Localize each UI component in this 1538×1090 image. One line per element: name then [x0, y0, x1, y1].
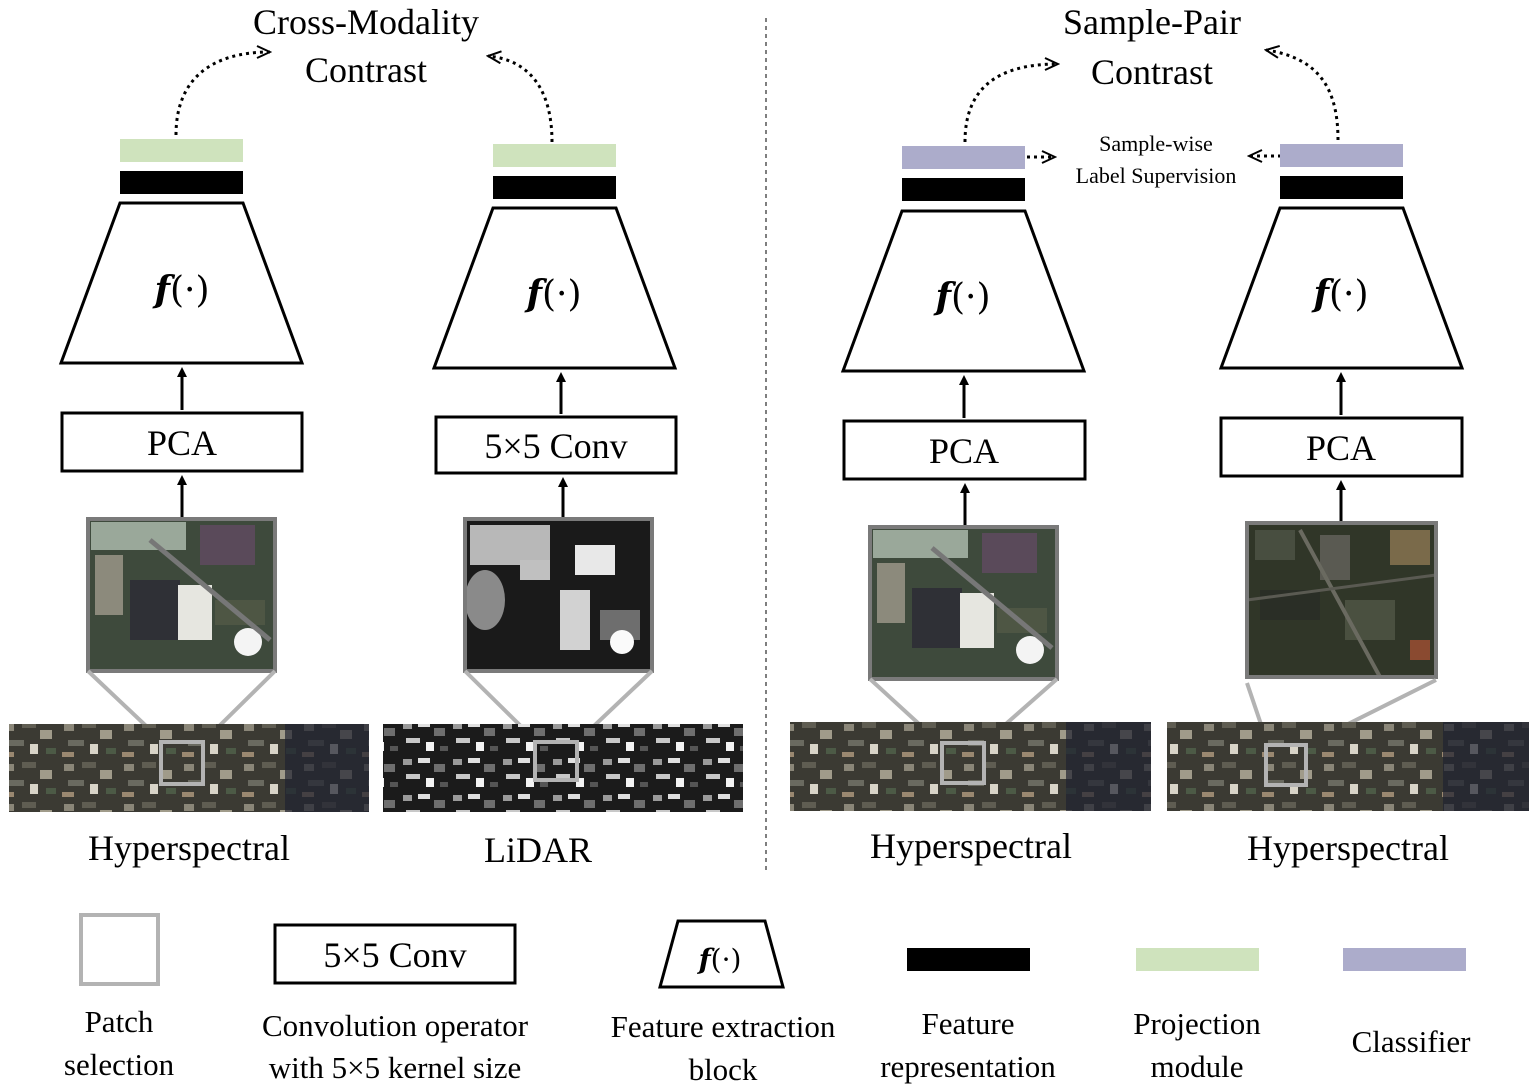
supervision-line1: Sample-wise: [1099, 131, 1213, 156]
legend-conv-line2: with 5×5 kernel size: [269, 1050, 522, 1085]
lidar-scene-image: [383, 724, 743, 812]
pca-box: [1219, 416, 1464, 478]
scene-shadow: [1066, 722, 1151, 811]
feature-representation-bar: [120, 171, 243, 194]
legend-conv-box: [273, 923, 517, 985]
pca-box: [842, 419, 1087, 481]
block-func: f(·): [1310, 273, 1368, 315]
supervision-line2: Label Supervision: [1076, 163, 1237, 188]
scene-shadow: [1443, 722, 1529, 811]
patch-selection-box: [533, 740, 579, 782]
feature-extraction-block: [58, 201, 305, 365]
right-title-line1: Sample-Pair: [1063, 2, 1241, 42]
pca-label: PCA: [929, 431, 999, 471]
contrast-arrow-right-2: [1266, 50, 1340, 141]
patch-selection-box: [159, 740, 205, 786]
legend-feature-icon: [907, 948, 1030, 971]
legend-classifier-line1: Classifier: [1352, 1024, 1471, 1059]
modality-label-hsi: Hyperspectral: [1247, 828, 1449, 868]
left-title-line2: Contrast: [305, 50, 427, 90]
feature-representation-bar: [493, 176, 616, 199]
legend-block-icon: [658, 919, 785, 989]
legend-projection-line2: module: [1151, 1049, 1244, 1084]
modality-label-lidar: LiDAR: [484, 830, 592, 870]
left-title-line1: Cross-Modality: [253, 2, 479, 42]
classifier-bar: [1280, 144, 1403, 167]
feature-representation-bar: [902, 178, 1025, 201]
feature-extraction-block: [431, 206, 678, 370]
conv-label: 5×5 Conv: [484, 426, 627, 466]
feature-extraction-block: [1218, 206, 1465, 370]
pca-label: PCA: [1306, 428, 1376, 468]
hsi-patch-image: [868, 525, 1059, 681]
projection-module-bar: [120, 139, 243, 162]
legend-patch-icon: [79, 913, 160, 986]
conv-box: [434, 415, 678, 475]
lidar-patch-image: [463, 517, 654, 673]
modality-label-hsi: Hyperspectral: [870, 826, 1072, 866]
block-func: f(·): [523, 273, 581, 315]
legend-projection-icon: [1136, 948, 1259, 971]
pca-box: [60, 411, 304, 473]
block-func: f(·): [151, 269, 209, 311]
legend-feature-line1: Feature: [922, 1006, 1015, 1041]
patch-selection-box: [940, 741, 986, 785]
pca-label: PCA: [147, 423, 217, 463]
legend-conv-box-text: 5×5 Conv: [323, 935, 466, 975]
legend-block-line2: block: [689, 1052, 758, 1087]
legend-projection-line1: Projection: [1133, 1006, 1261, 1041]
legend-patch-line2: selection: [64, 1047, 175, 1082]
patch-selection-box: [1264, 743, 1308, 787]
legend-feature-line2: representation: [880, 1049, 1056, 1084]
feature-extraction-block: [840, 209, 1087, 373]
right-title-line2: Contrast: [1091, 52, 1213, 92]
legend-block-line1: Feature extraction: [611, 1009, 836, 1044]
scene-shadow: [285, 724, 369, 812]
contrast-arrow-right-1: [963, 64, 1058, 143]
legend-conv-line1: Convolution operator: [262, 1008, 529, 1043]
hsi-patch-image-2: [1245, 521, 1438, 679]
classifier-bar: [902, 146, 1025, 169]
contrast-arrow-left-1: [174, 52, 270, 136]
legend-classifier-icon: [1343, 948, 1466, 971]
contrast-arrow-left-2: [488, 56, 554, 143]
projection-module-bar: [493, 144, 616, 167]
modality-label-hsi: Hyperspectral: [88, 828, 290, 868]
legend-patch-line1: Patch: [85, 1004, 154, 1039]
hsi-patch-image: [86, 517, 277, 673]
legend-block-func: f(·): [697, 943, 742, 976]
feature-representation-bar: [1280, 176, 1403, 199]
block-func: f(·): [932, 276, 990, 318]
